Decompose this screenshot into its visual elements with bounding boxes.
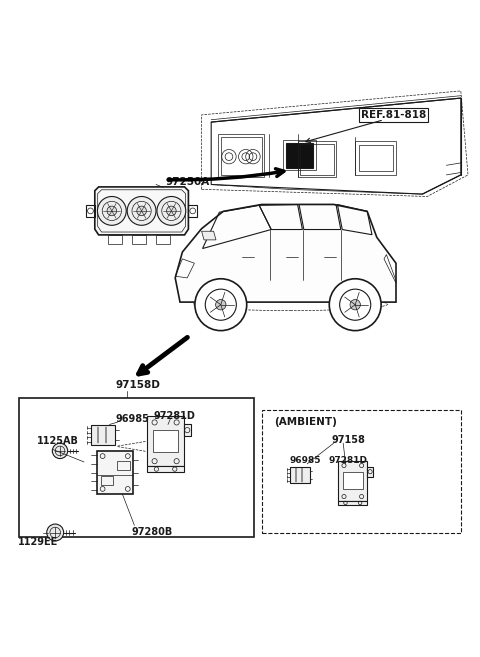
Circle shape bbox=[137, 206, 146, 215]
Text: 1129EE: 1129EE bbox=[18, 537, 59, 547]
Bar bbox=[343, 472, 363, 489]
Bar bbox=[298, 141, 336, 177]
Bar bbox=[355, 141, 396, 175]
Bar bbox=[300, 144, 334, 175]
Circle shape bbox=[157, 196, 186, 225]
Bar bbox=[188, 205, 197, 217]
Text: 97158D: 97158D bbox=[115, 380, 160, 390]
Bar bbox=[101, 476, 113, 486]
Circle shape bbox=[216, 300, 226, 310]
Circle shape bbox=[195, 279, 247, 330]
Text: REF.81-818: REF.81-818 bbox=[361, 110, 426, 120]
Bar bbox=[262, 410, 461, 533]
Bar bbox=[147, 417, 184, 466]
Bar bbox=[283, 141, 316, 170]
Bar bbox=[132, 235, 146, 244]
Bar bbox=[359, 145, 393, 171]
Text: 97281D: 97281D bbox=[329, 457, 368, 465]
Circle shape bbox=[350, 300, 360, 310]
Circle shape bbox=[329, 279, 381, 330]
Text: 1125AB: 1125AB bbox=[36, 436, 78, 446]
Bar bbox=[290, 466, 310, 483]
Polygon shape bbox=[175, 204, 396, 302]
Bar bbox=[86, 205, 95, 217]
Bar bbox=[338, 501, 368, 505]
Bar bbox=[338, 461, 368, 501]
Polygon shape bbox=[95, 187, 188, 235]
Bar bbox=[221, 137, 262, 175]
Bar bbox=[286, 143, 313, 168]
Polygon shape bbox=[202, 231, 216, 240]
Text: 97281D: 97281D bbox=[154, 411, 195, 421]
Bar bbox=[91, 424, 115, 445]
Bar bbox=[19, 398, 254, 537]
Circle shape bbox=[167, 206, 176, 215]
Bar bbox=[218, 134, 264, 177]
Bar bbox=[117, 461, 130, 470]
Circle shape bbox=[127, 196, 156, 225]
Text: 97280B: 97280B bbox=[132, 526, 173, 537]
Circle shape bbox=[97, 196, 126, 225]
Bar bbox=[153, 430, 179, 452]
Circle shape bbox=[107, 206, 117, 215]
Text: (AMBIENT): (AMBIENT) bbox=[275, 417, 337, 427]
Bar bbox=[156, 235, 170, 244]
Bar bbox=[97, 451, 133, 494]
Text: 96985: 96985 bbox=[290, 457, 322, 465]
Circle shape bbox=[47, 524, 64, 541]
Bar bbox=[184, 424, 191, 436]
Text: 96985: 96985 bbox=[115, 414, 149, 424]
Bar bbox=[368, 466, 373, 477]
Circle shape bbox=[52, 443, 68, 459]
Bar bbox=[147, 466, 184, 472]
Text: 97158: 97158 bbox=[331, 435, 365, 445]
Bar bbox=[108, 235, 122, 244]
Text: 97250A: 97250A bbox=[166, 177, 210, 187]
